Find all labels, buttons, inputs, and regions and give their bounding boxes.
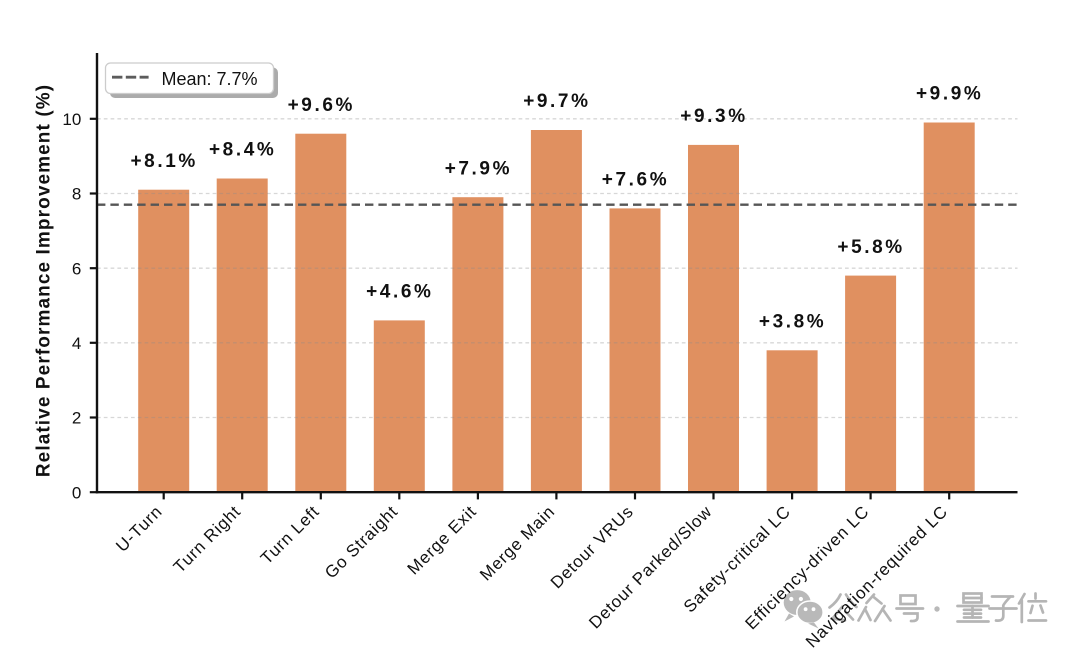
svg-text:+9.3%: +9.3% (680, 106, 747, 127)
svg-text:+4.6%: +4.6% (366, 282, 433, 303)
svg-text:+7.9%: +7.9% (445, 158, 512, 179)
svg-text:+8.4%: +8.4% (209, 140, 276, 161)
svg-text:6: 6 (72, 259, 81, 278)
svg-text:4: 4 (72, 334, 81, 353)
svg-text:+8.1%: +8.1% (130, 151, 197, 172)
svg-text:8: 8 (72, 185, 81, 204)
svg-text:+3.8%: +3.8% (759, 312, 826, 333)
svg-text:Mean: 7.7%: Mean: 7.7% (162, 69, 258, 89)
svg-text:+9.7%: +9.7% (523, 91, 590, 112)
svg-text:0: 0 (72, 483, 81, 502)
svg-text:Relative Performance Improveme: Relative Performance Improvement (%) (34, 84, 55, 477)
svg-text:+5.8%: +5.8% (837, 237, 904, 258)
svg-text:+9.6%: +9.6% (288, 95, 355, 116)
svg-text:2: 2 (72, 409, 81, 428)
svg-text:+7.6%: +7.6% (602, 170, 669, 191)
svg-text:+9.9%: +9.9% (916, 84, 983, 105)
svg-text:10: 10 (62, 110, 81, 129)
